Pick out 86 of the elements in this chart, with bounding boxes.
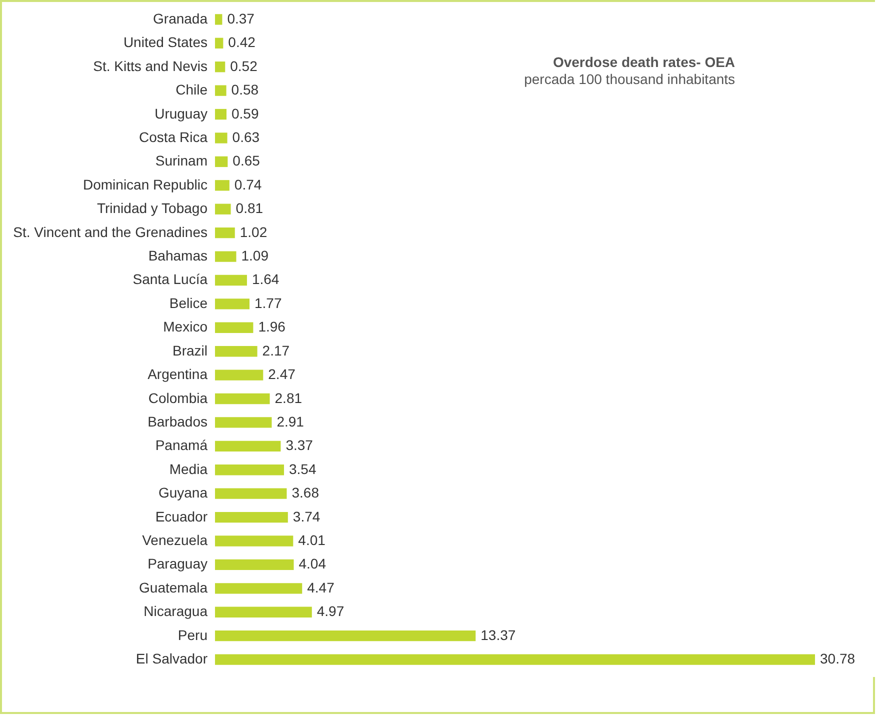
y-tick-label: Barbados — [148, 413, 208, 430]
bar — [215, 274, 247, 286]
bar — [215, 630, 476, 642]
bar — [215, 346, 258, 357]
data-label: 2.47 — [268, 366, 296, 382]
y-tick-label: Guatemala — [139, 579, 208, 596]
y-tick-label: Santa Lucía — [132, 271, 208, 288]
text: percada 100 thousand inhabitants — [524, 71, 736, 87]
y-tick-label: El Salvador — [136, 650, 208, 667]
data-label: 4.97 — [316, 603, 344, 620]
bar — [215, 583, 302, 594]
y-tick-label: Peru — [178, 626, 208, 643]
data-label: 0.42 — [228, 34, 256, 50]
data-label: 3.54 — [289, 460, 316, 477]
bar — [215, 62, 226, 72]
y-tick-label: Panamá — [155, 437, 208, 454]
y-tick-label: Belice — [169, 294, 208, 311]
data-label: 3.74 — [292, 508, 320, 524]
data-label: 4.01 — [298, 532, 326, 548]
y-tick-label: Nicaragua — [144, 603, 208, 620]
y-tick-label: Granada — [153, 10, 208, 26]
bar — [215, 251, 236, 262]
y-tick-label: Dominican Republic — [82, 176, 208, 192]
bar — [215, 14, 222, 25]
data-label: 1.09 — [241, 248, 269, 264]
data-label: 2.17 — [262, 342, 290, 358]
bar — [215, 156, 228, 168]
y-tick-label: Costa Rica — [139, 128, 208, 145]
data-label: 0.37 — [227, 10, 255, 26]
data-label: 4.47 — [307, 579, 335, 596]
y-tick-label: Colombia — [148, 390, 208, 406]
y-tick-label: Ecuador — [155, 508, 208, 524]
y-tick-label: Brazil — [172, 342, 208, 358]
bar — [215, 132, 228, 144]
data-label: 1.96 — [258, 318, 286, 335]
data-label: 1.77 — [254, 294, 282, 311]
y-tick-label: Chile — [176, 82, 208, 98]
y-tick-label: Bahamas — [148, 248, 208, 264]
y-tick-label: Guyana — [158, 484, 208, 501]
y-tick-label: Argentina — [148, 366, 208, 382]
data-label: 13.37 — [480, 626, 516, 643]
data-label: 3.37 — [286, 437, 314, 454]
bar — [215, 108, 226, 120]
y-tick-label: Paraguay — [148, 556, 208, 572]
data-label: 3.68 — [292, 484, 320, 501]
bar — [215, 322, 254, 333]
bar — [215, 559, 294, 570]
bar — [215, 204, 231, 214]
bar — [215, 370, 264, 380]
data-label: 0.65 — [232, 152, 260, 169]
bar — [215, 417, 272, 428]
data-label: 0.52 — [230, 58, 258, 74]
y-tick-label: Surinam — [155, 152, 208, 169]
bar — [215, 654, 815, 665]
bar — [215, 606, 312, 618]
y-tick-label: Trinidad y Tobago — [96, 200, 208, 216]
data-label: 0.59 — [232, 105, 259, 122]
y-tick-label: St. Kitts and Nevis — [93, 58, 208, 74]
bar — [215, 298, 250, 310]
bar — [215, 227, 235, 238]
y-tick-label: St. Vincent and the Grenadines — [13, 224, 208, 240]
bar — [215, 536, 294, 546]
data-label: 0.58 — [231, 82, 259, 98]
data-label: 4.04 — [298, 556, 326, 572]
bar — [215, 464, 284, 476]
y-tick-label: Uruguay — [154, 105, 208, 122]
bar — [215, 38, 224, 48]
y-tick-label: United States — [123, 34, 208, 50]
data-label: 2.91 — [276, 413, 304, 430]
bar — [215, 488, 287, 499]
data-label: 1.02 — [240, 224, 268, 240]
bar — [215, 440, 281, 452]
data-label: 1.64 — [252, 271, 280, 288]
data-label: 30.78 — [820, 650, 856, 667]
bar — [215, 393, 270, 404]
text: Overdose death rates- OEA — [552, 54, 736, 70]
data-label: 0.63 — [232, 128, 260, 145]
data-label: 0.81 — [236, 200, 264, 216]
bar — [215, 85, 226, 96]
y-tick-label: Venezuela — [142, 532, 208, 548]
bar — [215, 180, 230, 191]
y-tick-label: Media — [169, 460, 208, 477]
data-label: 2.81 — [274, 390, 302, 406]
y-tick-label: Mexico — [163, 318, 208, 335]
data-label: 0.74 — [234, 176, 262, 192]
bar — [215, 512, 288, 523]
